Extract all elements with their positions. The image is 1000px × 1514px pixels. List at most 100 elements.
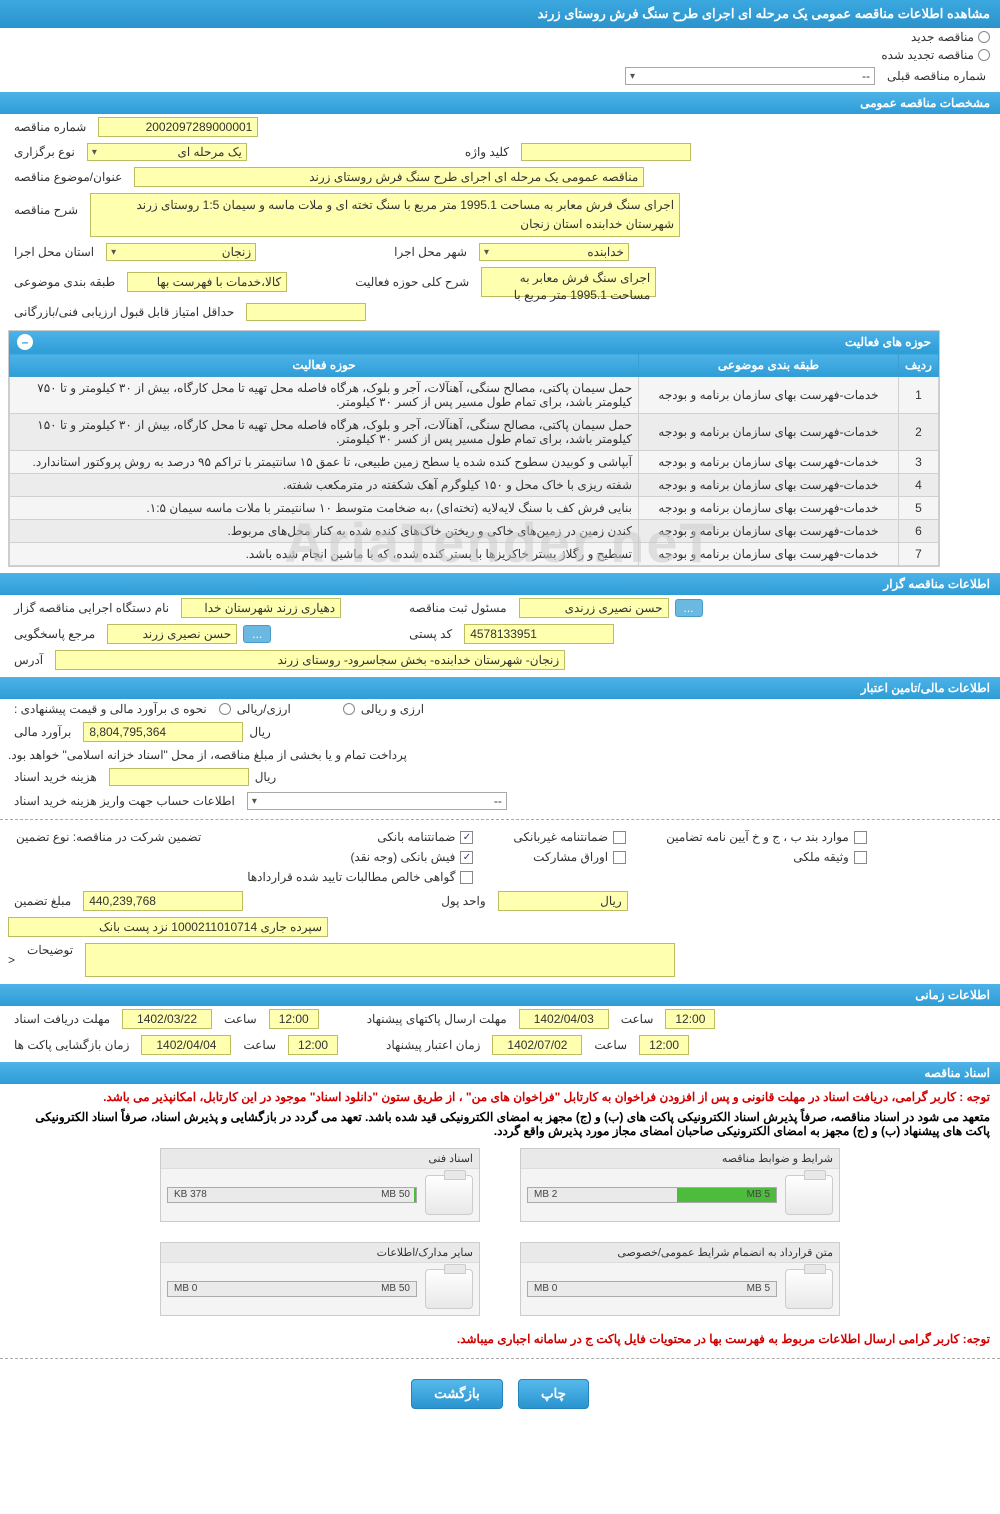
doc-grid: شرایط و ضوابط مناقصه 5 MB 2 MB اسناد فنی…: [0, 1138, 1000, 1326]
city-select[interactable]: خدابنده: [479, 243, 629, 261]
print-button[interactable]: چاپ: [518, 1379, 589, 1409]
radio-new-tender[interactable]: [978, 31, 990, 43]
cb-bank-slip[interactable]: [460, 851, 473, 864]
opening-time-time: 12:00: [288, 1035, 338, 1055]
estimate-label: برآورد مالی: [14, 725, 71, 739]
description-value: اجرای سنگ فرش معابر به مساحت 1995.1 متر …: [90, 193, 680, 237]
cb-property[interactable]: [854, 851, 867, 864]
doc-cap-tech: 50 MB: [377, 1188, 414, 1201]
note-commitment: متعهد می شود در اسناد مناقصه، صرفاً پذیر…: [0, 1110, 1000, 1138]
receive-deadline-label: مهلت دریافت اسناد: [14, 1012, 110, 1026]
address-label: آدرس: [14, 653, 43, 667]
note-download: توجه : کاربر گرامی، دریافت اسناد در مهلت…: [0, 1084, 1000, 1110]
progress-tech: 50 MB 378 KB: [167, 1187, 417, 1203]
table-row: 4خدمات-فهرست بهای سازمان برنامه و بودجهش…: [10, 474, 939, 497]
estimate-value: 8,804,795,364: [83, 722, 243, 742]
keyword-label: کلید واژه: [465, 145, 509, 159]
table-row: 6خدمات-فهرست بهای سازمان برنامه و بودجهک…: [10, 520, 939, 543]
activities-panel: حوزه های فعالیت – ردیف طبقه بندی موضوعی …: [8, 330, 940, 567]
collapse-icon[interactable]: –: [17, 334, 33, 350]
doc-card-tech[interactable]: اسناد فنی 50 MB 378 KB: [160, 1148, 480, 1222]
cb-regulation[interactable]: [854, 831, 867, 844]
submit-deadline-time: 12:00: [665, 1009, 715, 1029]
subject-class-value: کالا،خدمات با فهرست بها: [127, 272, 287, 292]
cb-non-bank-guarantee[interactable]: [613, 831, 626, 844]
folder-icon: [425, 1175, 473, 1215]
deposit-account-label: اطلاعات حساب جهت واریز هزینه خرید اسناد: [14, 794, 235, 808]
receive-deadline-date: 1402/03/22: [122, 1009, 212, 1029]
activity-general-label: شرح کلی حوزه فعالیت: [355, 275, 469, 289]
subject-label: عنوان/موضوع مناقصه: [14, 170, 122, 184]
section-general-info: مشخصات مناقصه عمومی: [0, 92, 1000, 114]
table-row: 3خدمات-فهرست بهای سازمان برنامه و بودجهآ…: [10, 451, 939, 474]
doc-fee-value[interactable]: [109, 768, 249, 786]
currency-label: واحد پول: [441, 894, 485, 908]
prev-tender-label: شماره مناقصه قبلی: [887, 69, 986, 83]
doc-fee-label: هزینه خرید اسناد: [14, 770, 97, 784]
receive-deadline-time-label: ساعت: [224, 1012, 257, 1026]
progress-contract: 5 MB 0 MB: [527, 1281, 777, 1297]
province-label: استان محل اجرا: [14, 245, 94, 259]
table-row: 7خدمات-فهرست بهای سازمان برنامه و بودجهت…: [10, 543, 939, 566]
deposit-account-select[interactable]: --: [247, 792, 507, 810]
response-ref-value: حسن نصیری زرند: [107, 624, 237, 644]
tender-number-value: 2002097289000001: [98, 117, 258, 137]
doc-cap-terms: 5 MB: [743, 1188, 774, 1201]
min-score-value[interactable]: [246, 303, 366, 321]
min-score-label: حداقل امتیاز قابل قبول ارزیابی فنی/بازرگ…: [14, 305, 234, 319]
back-button[interactable]: بازگشت: [411, 1379, 503, 1409]
section-documents: اسناد مناقصه: [0, 1062, 1000, 1084]
province-select[interactable]: زنجان: [106, 243, 256, 261]
doc-card-other[interactable]: سایر مدارک/اطلاعات 50 MB 0 MB: [160, 1242, 480, 1316]
submit-deadline-time-label: ساعت: [621, 1012, 654, 1026]
separator-2: [0, 1358, 1000, 1359]
doc-card-terms[interactable]: شرایط و ضوابط مناقصه 5 MB 2 MB: [520, 1148, 840, 1222]
cb-participation-label: اوراق مشارکت: [533, 850, 608, 864]
progress-terms: 5 MB 2 MB: [527, 1187, 777, 1203]
validity-time-label: زمان اعتبار پیشنهاد: [386, 1038, 480, 1052]
cb-bank-guarantee[interactable]: [460, 831, 473, 844]
cb-non-bank-guarantee-label: ضمانتنامه غیربانکی: [513, 830, 608, 844]
progress-other: 50 MB 0 MB: [167, 1281, 417, 1297]
table-row: 5خدمات-فهرست بهای سازمان برنامه و بودجهب…: [10, 497, 939, 520]
doc-used-contract: 0 MB: [530, 1282, 561, 1295]
exec-org-label: نام دستگاه اجرایی مناقصه گزار: [14, 601, 169, 615]
subject-class-label: طبقه بندی موضوعی: [14, 275, 115, 289]
guarantee-amount-label: مبلغ تضمین: [14, 894, 71, 908]
holding-type-select[interactable]: یک مرحله ای: [87, 143, 247, 161]
prev-tender-select[interactable]: --: [625, 67, 875, 85]
note-mandatory: توجه: کاربر گرامی ارسال اطلاعات مربوط به…: [0, 1326, 1000, 1352]
exec-org-value: دهیاری زرند شهرستان خدا: [181, 598, 341, 618]
cb-contract-receivables-label: گواهی خالص مطالبات تایید شده قراردادها: [247, 870, 455, 884]
radio-renewed-label: مناقصه تجدید شده: [881, 48, 974, 62]
reg-owner-value: حسن نصیری زرندی: [519, 598, 669, 618]
doc-title-contract: متن قرارداد به انضمام شرایط عمومی/خصوصی: [521, 1243, 839, 1263]
cb-contract-receivables[interactable]: [460, 871, 473, 884]
receive-deadline-time: 12:00: [269, 1009, 319, 1029]
keyword-value[interactable]: [521, 143, 691, 161]
cb-bank-slip-label: فیش بانکی (وجه نقد): [350, 850, 455, 864]
cb-participation[interactable]: [613, 851, 626, 864]
doc-title-other: سایر مدارک/اطلاعات: [161, 1243, 479, 1263]
doc-cap-other: 50 MB: [377, 1282, 414, 1295]
explanations-value[interactable]: [85, 943, 675, 977]
explanations-label: توضیحات: [27, 943, 73, 957]
radio-renewed-tender[interactable]: [978, 49, 990, 61]
postal-code-value: 4578133951: [464, 624, 614, 644]
radio-arz-rial[interactable]: [343, 703, 355, 715]
response-ref-more-btn[interactable]: ...: [243, 625, 271, 643]
doc-used-terms: 2 MB: [530, 1188, 561, 1201]
doc-card-contract[interactable]: متن قرارداد به انضمام شرایط عمومی/خصوصی …: [520, 1242, 840, 1316]
section-time-info: اطلاعات زمانی: [0, 984, 1000, 1006]
reg-owner-more-btn[interactable]: ...: [675, 599, 703, 617]
section-financial: اطلاعات مالی/تامین اعتبار: [0, 677, 1000, 699]
table-row: 1خدمات-فهرست بهای سازمان برنامه و بودجهح…: [10, 377, 939, 414]
opening-time-date: 1402/04/04: [141, 1035, 231, 1055]
radio-rial-label: ارزی/ریالی: [237, 702, 291, 716]
validity-time-date: 1402/07/02: [492, 1035, 582, 1055]
radio-rial[interactable]: [219, 703, 231, 715]
cb-regulation-label: موارد بند ب ، ج و خ آیین نامه تضامین: [666, 830, 849, 844]
col-row: ردیف: [899, 354, 939, 377]
activity-general-value: اجرای سنگ فرش معابر به مساحت 1995.1 متر …: [481, 267, 656, 297]
doc-title-terms: شرایط و ضوابط مناقصه: [521, 1149, 839, 1169]
